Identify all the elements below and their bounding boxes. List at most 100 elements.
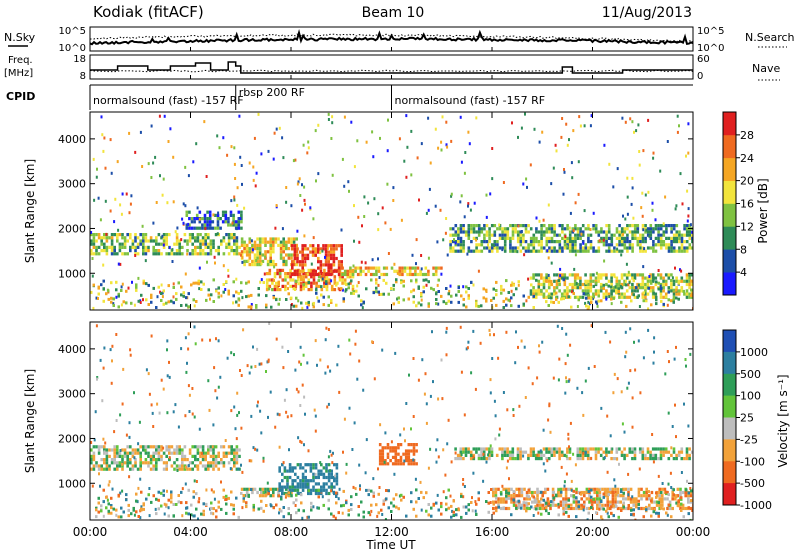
echo-cell <box>108 245 111 249</box>
echo-cell <box>150 403 153 407</box>
echo-cell <box>412 415 415 418</box>
echo-cell <box>157 233 161 237</box>
echo-cell <box>661 497 664 501</box>
echo-cell <box>569 211 572 215</box>
echo-cell <box>601 518 604 520</box>
echo-cell <box>690 450 693 454</box>
echo-cell <box>627 504 630 507</box>
echo-cell <box>633 273 637 277</box>
echo-cell <box>553 249 556 253</box>
echo-cell <box>670 289 673 293</box>
echo-cell <box>233 448 236 452</box>
echo-cell <box>134 451 137 455</box>
echo-cell <box>246 364 249 368</box>
echo-cell <box>608 162 611 166</box>
echo-cell <box>582 241 585 245</box>
echo-cell <box>194 245 197 249</box>
range-tick-label: 3000 <box>58 388 86 401</box>
echo-cell <box>247 305 250 309</box>
echo-cell <box>690 273 693 277</box>
echo-cell <box>118 454 122 458</box>
echo-cell <box>116 445 119 449</box>
echo-cell <box>545 447 548 451</box>
echo-cell <box>687 122 690 126</box>
echo-cell <box>453 238 455 242</box>
echo-cell <box>121 192 124 196</box>
echo-cell <box>677 453 681 457</box>
echo-cell <box>548 240 551 244</box>
echo-cell <box>257 112 260 116</box>
echo-cell <box>299 404 302 407</box>
echo-cell <box>658 503 661 507</box>
echo-cell <box>299 345 302 349</box>
echo-cell <box>532 233 536 237</box>
echo-cell <box>493 399 496 403</box>
echo-cell <box>619 285 622 288</box>
echo-cell <box>144 236 148 240</box>
echo-cell <box>525 299 528 303</box>
echo-cell <box>572 506 576 511</box>
echo-cell <box>518 490 521 495</box>
echo-cell <box>309 466 313 470</box>
echo-cell <box>685 295 689 299</box>
echo-cell <box>488 457 491 461</box>
echo-cell <box>570 488 573 492</box>
echo-cell <box>638 163 641 167</box>
echo-cell <box>644 193 647 197</box>
echo-cell <box>279 247 283 251</box>
echo-cell <box>178 239 181 243</box>
echo-cell <box>605 273 608 277</box>
echo-cell <box>683 292 686 296</box>
echo-cell <box>152 252 155 256</box>
echo-cell <box>118 245 122 249</box>
echo-cell <box>123 448 127 452</box>
echo-cell <box>420 142 423 146</box>
echo-cell <box>97 510 100 514</box>
echo-cell <box>548 404 551 408</box>
echo-cell <box>167 140 170 143</box>
echo-cell <box>122 510 125 514</box>
echo-cell <box>200 451 203 455</box>
echo-cell <box>584 243 588 247</box>
echo-cell <box>493 224 497 228</box>
echo-cell <box>327 269 330 273</box>
echo-cell <box>225 242 228 246</box>
echo-cell <box>221 210 225 214</box>
echo-cell <box>250 414 253 418</box>
echo-cell <box>309 206 312 210</box>
echo-cell <box>387 489 390 493</box>
echo-cell <box>555 279 559 283</box>
echo-cell <box>277 280 280 284</box>
echo-cell <box>648 234 651 238</box>
echo-cell <box>680 289 684 293</box>
echo-cell <box>485 193 488 197</box>
echo-cell <box>93 438 96 442</box>
echo-cell <box>347 180 350 184</box>
echo-cell <box>149 445 153 449</box>
echo-cell <box>644 286 647 290</box>
echo-cell <box>142 249 145 253</box>
echo-cell <box>639 249 642 253</box>
echo-cell <box>615 286 619 290</box>
echo-cell <box>100 236 103 240</box>
echo-cell <box>229 213 233 217</box>
echo-cell <box>262 456 265 460</box>
echo-cell <box>194 236 197 240</box>
echo-cell <box>520 503 524 507</box>
echo-cell <box>385 266 389 270</box>
echo-cell <box>541 340 544 344</box>
echo-cell <box>134 236 137 240</box>
echo-cell <box>245 247 249 251</box>
echo-cell <box>402 462 405 466</box>
echo-cell <box>233 146 236 150</box>
echo-cell <box>265 303 268 307</box>
echo-cell <box>620 227 624 231</box>
echo-cell <box>659 450 663 454</box>
echo-cell <box>563 289 567 293</box>
echo-cell <box>216 220 220 224</box>
echo-cell <box>400 498 403 502</box>
echo-cell <box>434 269 438 273</box>
echo-cell <box>589 233 593 237</box>
echo-cell <box>576 227 580 231</box>
echo-cell <box>162 489 165 493</box>
